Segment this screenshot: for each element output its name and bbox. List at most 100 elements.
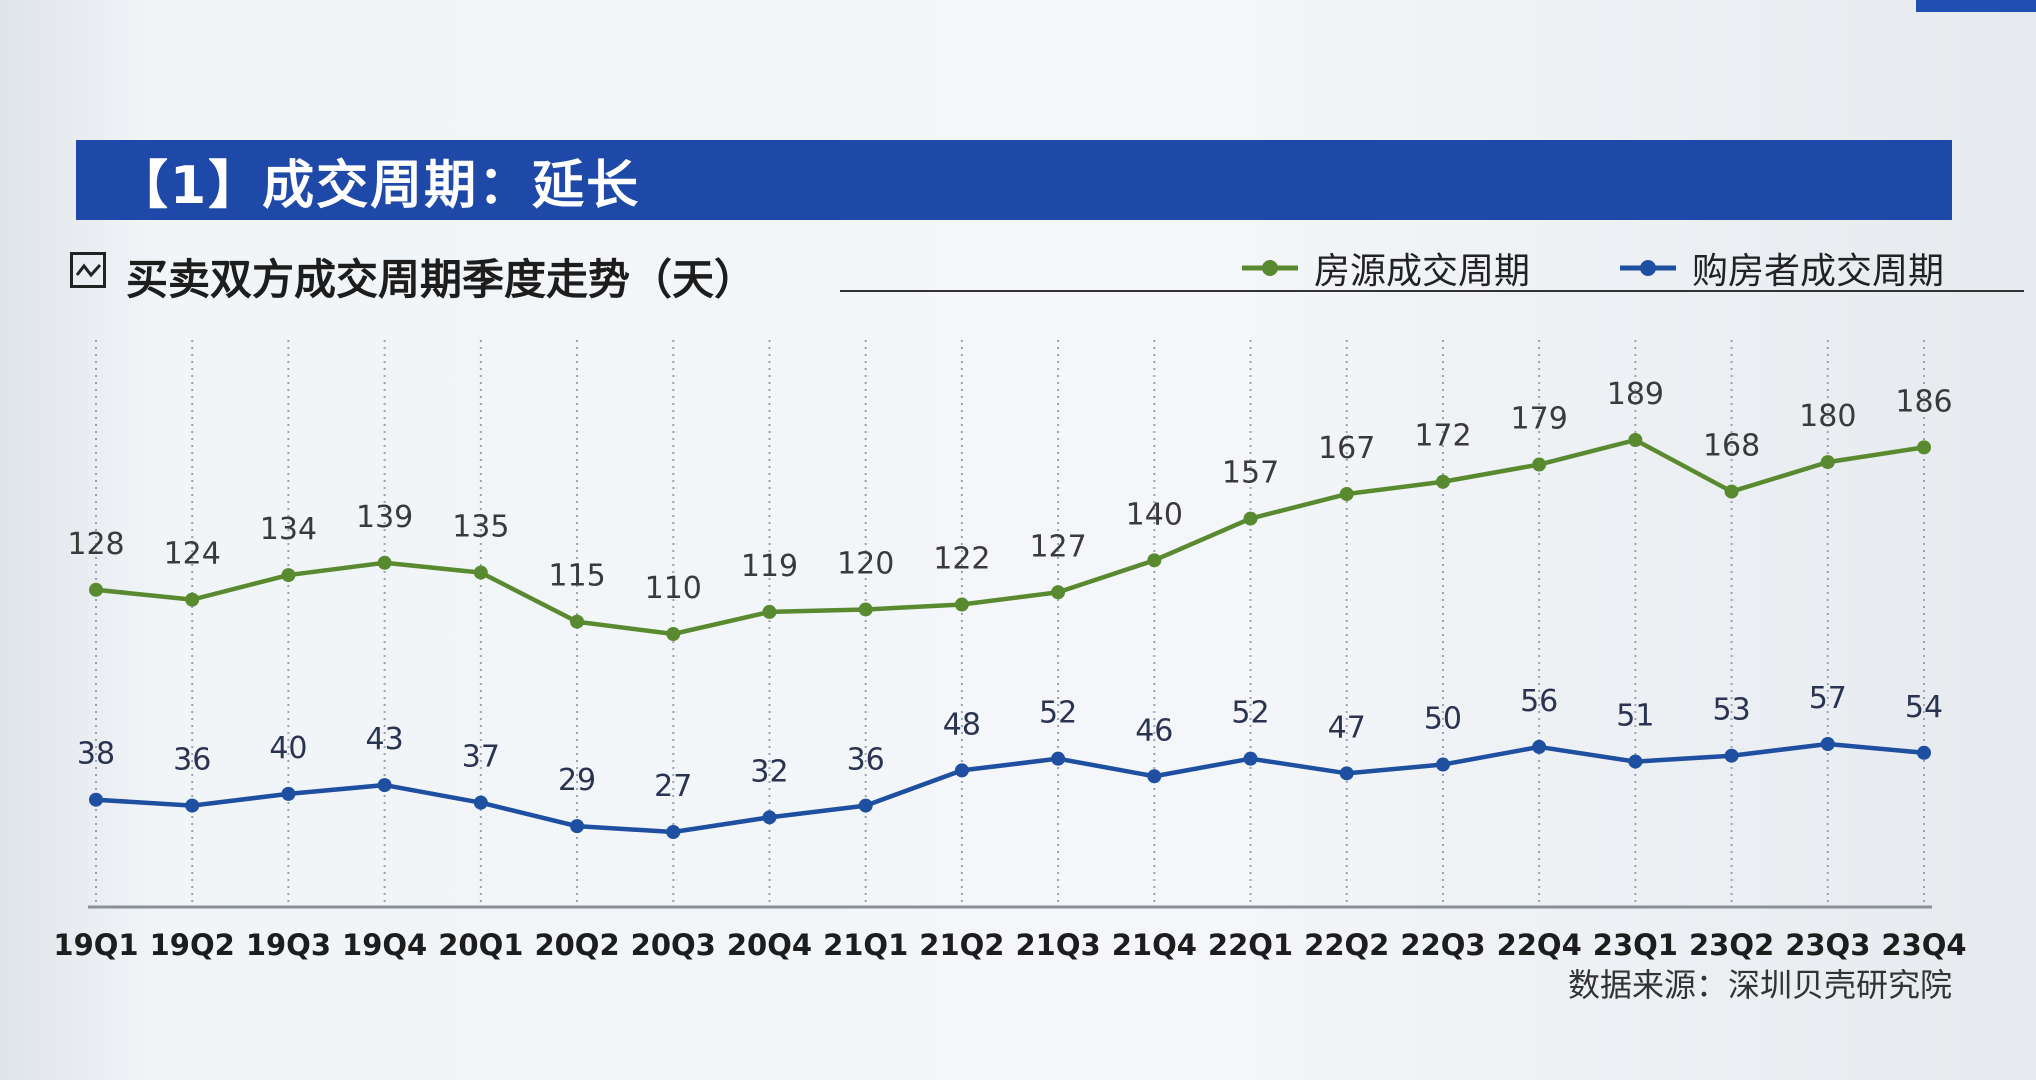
x-tick-label-20Q2: 20Q2 xyxy=(534,928,619,962)
supply-point-22Q2 xyxy=(1339,487,1354,502)
chart-title: 买卖双方成交周期季度走势（天） xyxy=(126,255,757,304)
supply-label-20Q1: 135 xyxy=(452,510,509,545)
trend-chart-icon xyxy=(70,252,106,288)
buyer-point-21Q4 xyxy=(1147,769,1162,784)
supply-label-23Q1: 189 xyxy=(1607,377,1664,412)
legend-buyer: 购房者成交周期 xyxy=(1618,242,1944,294)
buyer-label-20Q4: 32 xyxy=(750,754,788,789)
buyer-label-22Q1: 52 xyxy=(1231,696,1269,731)
buyer-label-21Q2: 48 xyxy=(943,707,981,742)
buyer-label-19Q3: 40 xyxy=(269,731,307,766)
supply-label-20Q2: 115 xyxy=(548,559,605,594)
buyer-point-22Q2 xyxy=(1339,766,1354,781)
buyer-point-19Q4 xyxy=(377,778,392,793)
buyer-point-20Q4 xyxy=(762,810,777,825)
buyer-point-21Q2 xyxy=(954,763,969,778)
buyer-point-22Q3 xyxy=(1435,757,1450,772)
series-line-supply xyxy=(95,437,1925,637)
buyer-label-20Q3: 27 xyxy=(654,769,692,804)
legend-buyer-marker xyxy=(1620,260,1676,276)
buyer-point-23Q1 xyxy=(1628,754,1643,769)
buyer-label-19Q1: 38 xyxy=(77,737,115,772)
x-tick-label-19Q3: 19Q3 xyxy=(246,928,331,962)
supply-label-21Q1: 120 xyxy=(837,546,894,581)
supply-label-21Q2: 122 xyxy=(933,542,990,577)
buyer-label-19Q2: 36 xyxy=(173,743,211,778)
supply-label-23Q2: 168 xyxy=(1703,429,1760,464)
buyer-label-23Q1: 51 xyxy=(1616,699,1654,734)
supply-label-22Q3: 172 xyxy=(1414,419,1471,454)
supply-point-21Q3 xyxy=(1051,585,1066,600)
x-tick-label-22Q4: 22Q4 xyxy=(1497,928,1582,962)
buyer-label-23Q3: 57 xyxy=(1809,681,1847,716)
supply-point-21Q2 xyxy=(954,597,969,612)
legend-supply: 房源成交周期 xyxy=(1240,242,1530,294)
supply-label-21Q3: 127 xyxy=(1029,529,1086,564)
series-line-buyer xyxy=(95,741,1925,835)
buyer-label-23Q2: 53 xyxy=(1712,693,1750,728)
buyer-point-19Q3 xyxy=(281,786,296,801)
x-tick-label-23Q2: 23Q2 xyxy=(1689,928,1774,962)
supply-point-23Q1 xyxy=(1628,433,1643,447)
supply-point-22Q3 xyxy=(1435,474,1450,489)
buyer-label-21Q1: 36 xyxy=(847,743,885,778)
x-tick-label-23Q3: 23Q3 xyxy=(1785,928,1870,962)
buyer-point-21Q1 xyxy=(858,798,873,813)
supply-point-23Q4 xyxy=(1917,440,1931,455)
buyer-point-22Q4 xyxy=(1532,739,1547,754)
x-tick-label-19Q1: 19Q1 xyxy=(53,928,138,962)
buyer-label-20Q2: 29 xyxy=(558,763,596,798)
supply-label-22Q1: 157 xyxy=(1222,456,1279,491)
x-tick-label-19Q2: 19Q2 xyxy=(150,928,235,962)
supply-point-20Q3 xyxy=(666,627,681,641)
buyer-point-19Q1 xyxy=(89,792,103,807)
buyer-label-23Q4: 54 xyxy=(1905,690,1943,725)
chart-header: 买卖双方成交周期季度走势（天） 房源成交周期 购房者成交周期 xyxy=(70,238,2024,308)
supply-point-19Q1 xyxy=(89,582,103,597)
supply-label-19Q1: 128 xyxy=(67,527,124,562)
supply-label-23Q3: 180 xyxy=(1799,399,1856,434)
buyer-point-20Q2 xyxy=(570,819,585,834)
supply-point-20Q1 xyxy=(473,565,488,580)
supply-point-19Q4 xyxy=(377,555,392,570)
supply-label-20Q3: 110 xyxy=(645,571,702,606)
buyer-point-23Q4 xyxy=(1917,745,1931,760)
supply-point-22Q1 xyxy=(1243,511,1258,526)
supply-label-19Q4: 139 xyxy=(356,500,413,535)
header-divider xyxy=(840,290,2024,292)
buyer-point-20Q3 xyxy=(666,825,681,839)
legend-supply-label: 房源成交周期 xyxy=(1314,251,1531,292)
buyer-label-22Q3: 50 xyxy=(1424,702,1462,737)
supply-label-22Q4: 179 xyxy=(1511,402,1568,437)
buyer-label-20Q1: 37 xyxy=(462,740,500,775)
supply-point-19Q2 xyxy=(185,592,200,607)
buyer-label-22Q4: 56 xyxy=(1520,684,1558,719)
supply-point-23Q3 xyxy=(1820,455,1835,470)
buyer-label-21Q3: 52 xyxy=(1039,696,1077,731)
section-title-bar: 【1】成交周期：延长 xyxy=(76,140,1952,220)
x-tick-label-21Q1: 21Q1 xyxy=(823,928,908,962)
supply-point-20Q2 xyxy=(570,614,585,629)
x-tick-label-19Q4: 19Q4 xyxy=(342,928,427,962)
x-tick-label-22Q1: 22Q1 xyxy=(1208,928,1293,962)
buyer-label-19Q4: 43 xyxy=(366,722,404,757)
supply-point-23Q2 xyxy=(1724,484,1739,499)
x-tick-label-23Q4: 23Q4 xyxy=(1881,928,1966,962)
supply-point-20Q4 xyxy=(762,604,777,619)
buyer-point-20Q1 xyxy=(473,795,488,810)
x-tick-label-20Q4: 20Q4 xyxy=(727,928,812,962)
x-tick-label-23Q1: 23Q1 xyxy=(1593,928,1678,962)
data-source: 数据来源：深圳贝壳研究院 xyxy=(1567,966,1952,1004)
supply-label-19Q3: 134 xyxy=(260,512,317,547)
x-tick-label-21Q2: 21Q2 xyxy=(919,928,1004,962)
buyer-point-23Q3 xyxy=(1820,737,1835,751)
supply-point-19Q3 xyxy=(281,568,296,583)
x-tick-label-20Q1: 20Q1 xyxy=(438,928,523,962)
corner-tab xyxy=(1916,0,2036,12)
buyer-label-22Q2: 47 xyxy=(1328,710,1366,745)
supply-point-21Q1 xyxy=(858,602,873,617)
supply-label-23Q4: 186 xyxy=(1895,384,1952,419)
buyer-label-21Q4: 46 xyxy=(1135,713,1173,748)
x-tick-label-20Q3: 20Q3 xyxy=(631,928,716,962)
